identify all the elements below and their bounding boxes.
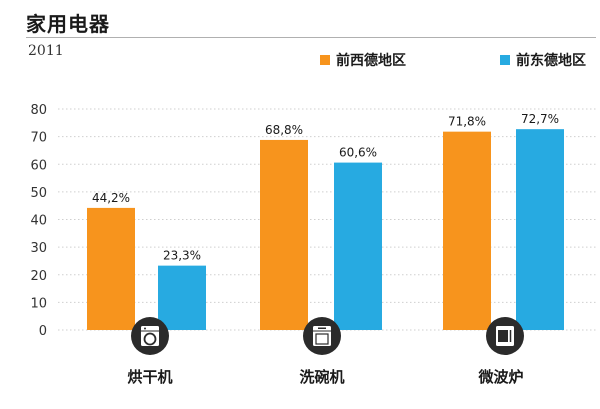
- bar-west-2: [443, 131, 491, 330]
- y-tick-label: 80: [30, 103, 47, 118]
- y-tick-label: 60: [30, 158, 47, 173]
- legend-item-west: 前西德地区: [320, 50, 406, 70]
- legend-label-west: 前西德地区: [336, 53, 406, 69]
- legend-item-east: 前东德地区: [500, 50, 586, 70]
- dishwasher-icon: [303, 317, 341, 355]
- data-label: 71,8%: [448, 115, 486, 129]
- legend-swatch-west: [320, 55, 330, 65]
- category-label-dishwasher: 洗碗机: [299, 368, 345, 386]
- data-label: 23,3%: [163, 249, 201, 263]
- chart-subtitle: 2011: [28, 43, 64, 59]
- dryer-icon: [131, 317, 169, 355]
- y-tick-label: 20: [30, 269, 47, 284]
- bar-west-0: [87, 207, 135, 330]
- bar-east-0: [158, 265, 206, 330]
- title-divider: [26, 37, 596, 38]
- bar-west-1: [260, 139, 308, 330]
- category-label-dryer: 烘干机: [127, 368, 173, 386]
- bar-east-2: [516, 129, 564, 330]
- y-tick-label: 50: [30, 186, 47, 201]
- y-tick-label: 30: [30, 241, 47, 256]
- data-label: 60,6%: [339, 146, 377, 160]
- chart-title: 家用电器: [26, 12, 110, 36]
- y-tick-label: 70: [30, 131, 47, 146]
- y-tick-label: 0: [39, 324, 47, 339]
- legend-swatch-east: [500, 55, 510, 65]
- data-label: 72,7%: [521, 112, 559, 126]
- y-tick-label: 10: [30, 296, 47, 311]
- legend-label-east: 前东德地区: [516, 53, 586, 69]
- microwave-icon: [486, 317, 524, 355]
- data-label: 68,8%: [265, 123, 303, 137]
- y-tick-label: 40: [30, 214, 47, 229]
- category-label-microwave: 微波炉: [478, 368, 524, 386]
- bar-east-1: [334, 162, 382, 330]
- data-label: 44,2%: [92, 191, 130, 205]
